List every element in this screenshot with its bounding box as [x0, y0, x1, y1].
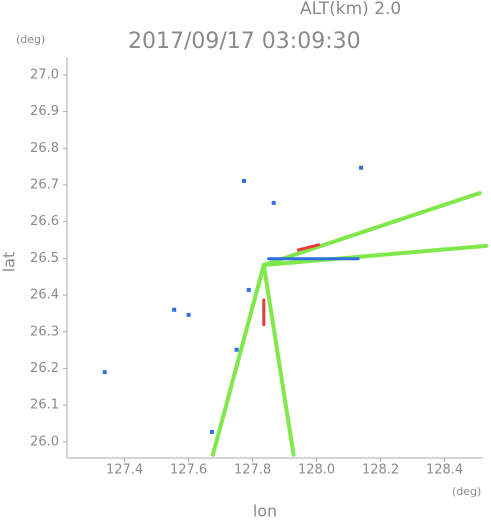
echo-point	[359, 165, 364, 170]
echo-point	[271, 200, 276, 205]
echo-point	[246, 287, 251, 292]
x-tick-label: 128.0	[298, 463, 335, 478]
y-tick-label: 27.0	[30, 67, 59, 82]
x-unit: (deg)	[452, 485, 481, 498]
y-tick-label: 26.2	[30, 361, 59, 376]
echo-point	[234, 347, 239, 352]
x-tick-label: 127.4	[106, 463, 143, 478]
echo-streak	[261, 262, 296, 457]
y-tick-label: 26.8	[30, 141, 59, 156]
altitude-label: ALT(km) 2.0	[300, 0, 401, 19]
echo-streak	[296, 243, 321, 252]
echo-streak	[210, 262, 266, 457]
x-tick-label: 128.4	[426, 463, 463, 478]
x-tick-label: 128.2	[362, 463, 399, 478]
y-tick-label: 26.1	[30, 398, 59, 413]
y-unit: (deg)	[16, 33, 45, 46]
echo-point	[241, 178, 246, 183]
y-tick-label: 26.6	[30, 214, 59, 229]
echo-point	[186, 312, 191, 317]
y-axis-label: lat	[0, 252, 19, 273]
y-tick-label: 26.4	[30, 288, 59, 303]
echo-streak	[261, 243, 489, 267]
chart-title: 2017/09/17 03:09:30	[128, 29, 361, 54]
y-tick-label: 26.3	[30, 324, 59, 339]
echo-streak	[261, 191, 482, 267]
y-tick-label: 26.0	[30, 434, 59, 449]
x-tick-label: 127.8	[234, 463, 271, 478]
x-tick-label: 127.6	[170, 463, 207, 478]
echo-point	[102, 370, 107, 375]
echo-point	[209, 429, 214, 434]
x-axis-label: lon	[253, 502, 277, 521]
y-tick-label: 26.9	[30, 104, 59, 119]
y-tick-label: 26.5	[30, 251, 59, 266]
y-tick-label: 26.7	[30, 177, 59, 192]
echo-point	[172, 307, 177, 312]
